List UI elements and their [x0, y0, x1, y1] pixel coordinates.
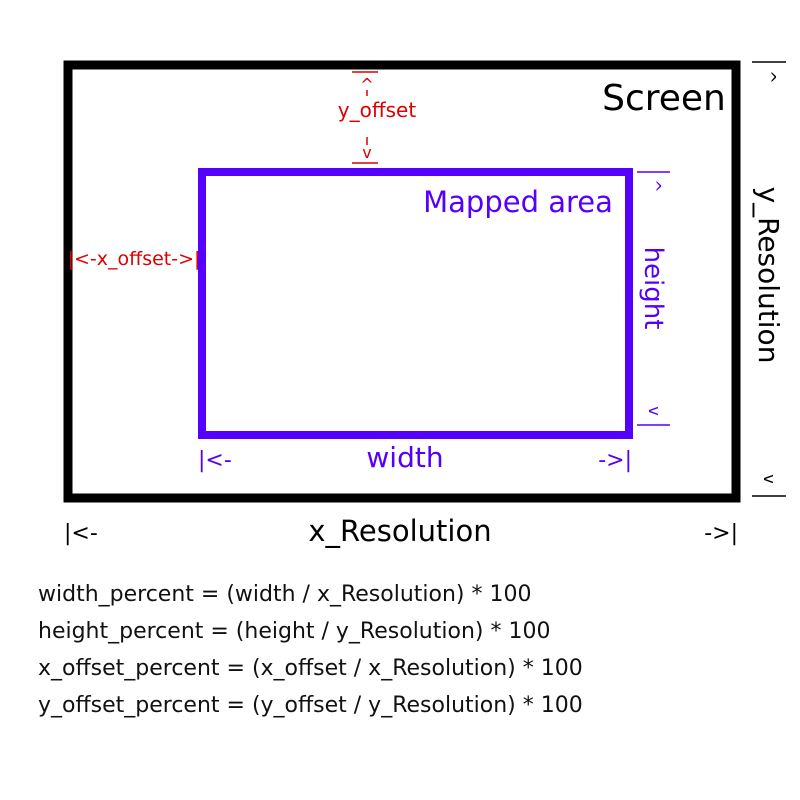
formula-list: width_percent = (width / x_Resolution) *…	[38, 576, 583, 724]
formula-x-offset-percent: x_offset_percent = (x_offset / x_Resolut…	[38, 656, 583, 681]
height-down-arrow: v	[645, 406, 664, 415]
x-resolution-marker: |<- x_Resolution ->|	[64, 514, 738, 548]
x-resolution-left-arrow: |<-	[64, 521, 98, 546]
y-offset-label: y_offset	[338, 98, 417, 122]
y-resolution-label: y_Resolution	[752, 187, 785, 364]
y-resolution-marker: ^ y_Resolution v	[752, 61, 786, 497]
y-resolution-down-arrow: v	[760, 474, 779, 483]
width-right-arrow: ->|	[598, 448, 632, 473]
formula-y-offset-percent: y_offset_percent = (y_offset / y_Resolut…	[38, 693, 583, 718]
formula-height-percent: height_percent = (height / y_Resolution)…	[38, 619, 551, 644]
mapped-area-rectangle	[198, 168, 633, 439]
height-label: height	[638, 247, 668, 330]
x-offset-label: |<-x_offset->|	[68, 248, 201, 270]
y-offset-up-arrow: ^	[360, 75, 373, 94]
x-resolution-right-arrow: ->|	[704, 521, 738, 546]
screen-label: Screen	[602, 78, 726, 119]
y-offset-marker: ^ y_offset v	[338, 71, 417, 164]
width-label: width	[366, 441, 443, 474]
height-marker: ^ height v	[637, 171, 670, 426]
formula-width-percent: width_percent = (width / x_Resolution) *…	[38, 582, 532, 607]
width-left-arrow: |<-	[198, 448, 232, 473]
screen-rectangle	[63, 60, 741, 503]
y-resolution-up-arrow: ^	[760, 70, 779, 83]
width-marker: |<- width ->|	[198, 441, 632, 474]
x-resolution-label: x_Resolution	[308, 514, 491, 548]
y-offset-down-arrow: v	[362, 143, 371, 162]
height-up-arrow: ^	[645, 179, 664, 192]
mapped-area-label: Mapped area	[423, 185, 613, 219]
